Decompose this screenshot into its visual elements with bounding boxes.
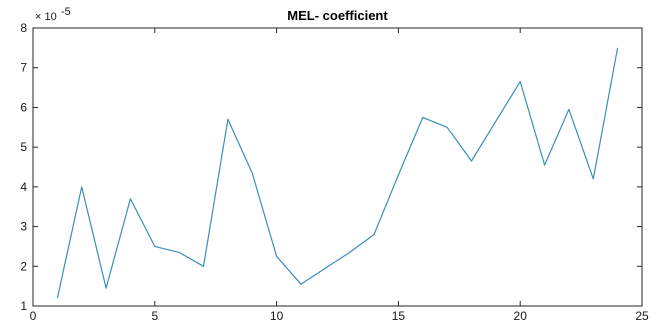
plot-frame <box>32 27 643 307</box>
y-tick-label: 1 <box>20 299 27 313</box>
series-layer <box>56 47 619 299</box>
y-tick-label: 8 <box>20 21 27 35</box>
exponent-power: -5 <box>61 6 71 18</box>
x-tick-label: 10 <box>270 309 284 323</box>
x-tick-label: 20 <box>514 309 528 323</box>
y-exponent-label: × 10 -5 <box>35 6 71 23</box>
y-tick-label: 3 <box>20 220 27 234</box>
axis-ticks: 0 5 10 15 20 25 1 2 3 4 5 6 7 8 <box>20 21 649 323</box>
x-tick-label: 25 <box>635 309 649 323</box>
y-tick-label: 6 <box>20 100 27 114</box>
x-tick-label: 5 <box>151 309 158 323</box>
x-tick-label: 0 <box>30 309 37 323</box>
y-tick-label: 2 <box>20 259 27 273</box>
y-tick-label: 5 <box>20 140 27 154</box>
series-line <box>56 47 619 299</box>
axes-box <box>32 27 643 307</box>
y-tick-label: 4 <box>20 180 27 194</box>
x-tick-label: 15 <box>392 309 406 323</box>
chart-title: MEL- coefficient <box>287 8 388 23</box>
exponent-base: × 10 <box>35 11 57 23</box>
y-tick-label: 7 <box>20 61 27 75</box>
